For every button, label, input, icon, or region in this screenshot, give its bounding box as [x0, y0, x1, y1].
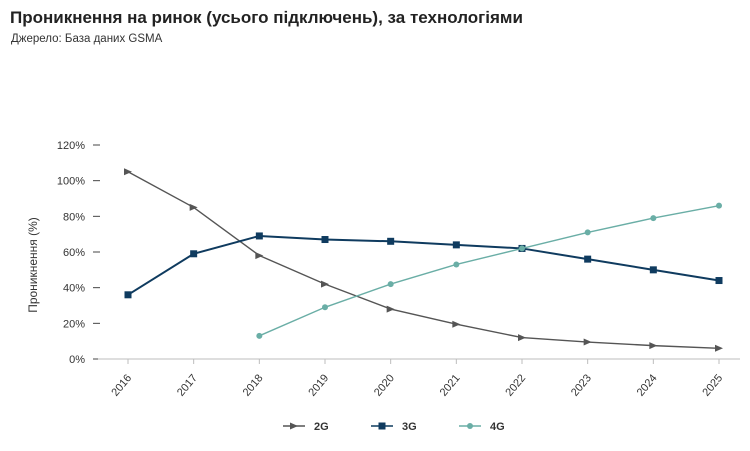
data-point: [649, 266, 657, 274]
y-tick-label: 80%: [63, 211, 85, 223]
data-point: [715, 277, 723, 285]
legend-item-3G: 3G: [371, 421, 417, 433]
data-point: [583, 338, 592, 346]
y-tick-label: 20%: [63, 318, 85, 330]
x-tick-label: 2017: [175, 372, 200, 398]
x-tick-label: 2023: [569, 372, 594, 398]
data-point: [322, 304, 328, 311]
y-tick-label: 0%: [69, 354, 85, 366]
data-point: [387, 237, 395, 245]
data-point: [124, 168, 132, 176]
data-point: [715, 344, 723, 352]
data-point: [584, 229, 591, 236]
y-tick-label: 120%: [57, 140, 85, 152]
x-tick-label: 2018: [241, 372, 266, 398]
y-axis-label: Проникнення (%): [26, 217, 40, 313]
series-line: [127, 234, 720, 296]
x-tick-label: 2024: [635, 372, 660, 398]
x-axis: 2016 2017 2018 2019 2020 2021 2022 2023 2024 2025: [98, 358, 740, 399]
y-tick-label: 60%: [63, 247, 85, 259]
y-axis: 0% 20% 40% 60% 80% 100% 120%: [57, 140, 100, 366]
data-point: [519, 245, 525, 252]
data-point: [453, 261, 460, 268]
legend-item-2G: 2G: [283, 421, 329, 433]
x-tick-label: 2025: [700, 372, 725, 398]
data-point: [189, 203, 198, 211]
data-point: [124, 291, 132, 299]
legend-item-4G: 4G: [459, 421, 505, 433]
legend-marker: [290, 422, 298, 430]
data-point: [452, 320, 461, 328]
x-tick-label: 2016: [109, 372, 134, 398]
x-tick-label: 2021: [438, 372, 463, 398]
y-tick-label: 100%: [57, 176, 85, 188]
data-point: [190, 250, 198, 258]
data-point: [255, 252, 264, 260]
series-4G: [256, 202, 722, 339]
legend-label: 4G: [490, 421, 505, 433]
y-tick-label: 40%: [63, 283, 85, 295]
x-tick-label: 2020: [372, 372, 397, 398]
data-point: [256, 332, 263, 339]
x-tick-label: 2019: [306, 372, 331, 398]
legend-label: 3G: [402, 421, 417, 433]
data-point: [716, 202, 722, 209]
legend-marker: [467, 423, 473, 429]
data-point: [386, 305, 395, 313]
data-point: [452, 241, 460, 249]
legend-label: 2G: [314, 421, 329, 433]
x-tick-label: 2022: [503, 372, 528, 398]
data-point: [321, 280, 329, 288]
data-point: [255, 232, 263, 240]
data-point: [649, 342, 658, 350]
chart-source: Джерело: База даних GSMA: [11, 33, 163, 45]
series-line: [127, 171, 720, 349]
data-point: [387, 281, 394, 288]
series-line: [259, 204, 720, 337]
series-layer: [124, 168, 723, 352]
data-point: [584, 255, 592, 263]
chart-title: Проникнення на ринок (усього підключень)…: [10, 8, 523, 27]
legend-marker: [378, 422, 386, 430]
data-point: [518, 334, 526, 342]
series-3G: [124, 232, 723, 299]
series-2G: [124, 168, 723, 352]
legend: 2G 3G 4G: [283, 421, 505, 433]
data-point: [650, 215, 657, 222]
data-point: [321, 236, 329, 244]
